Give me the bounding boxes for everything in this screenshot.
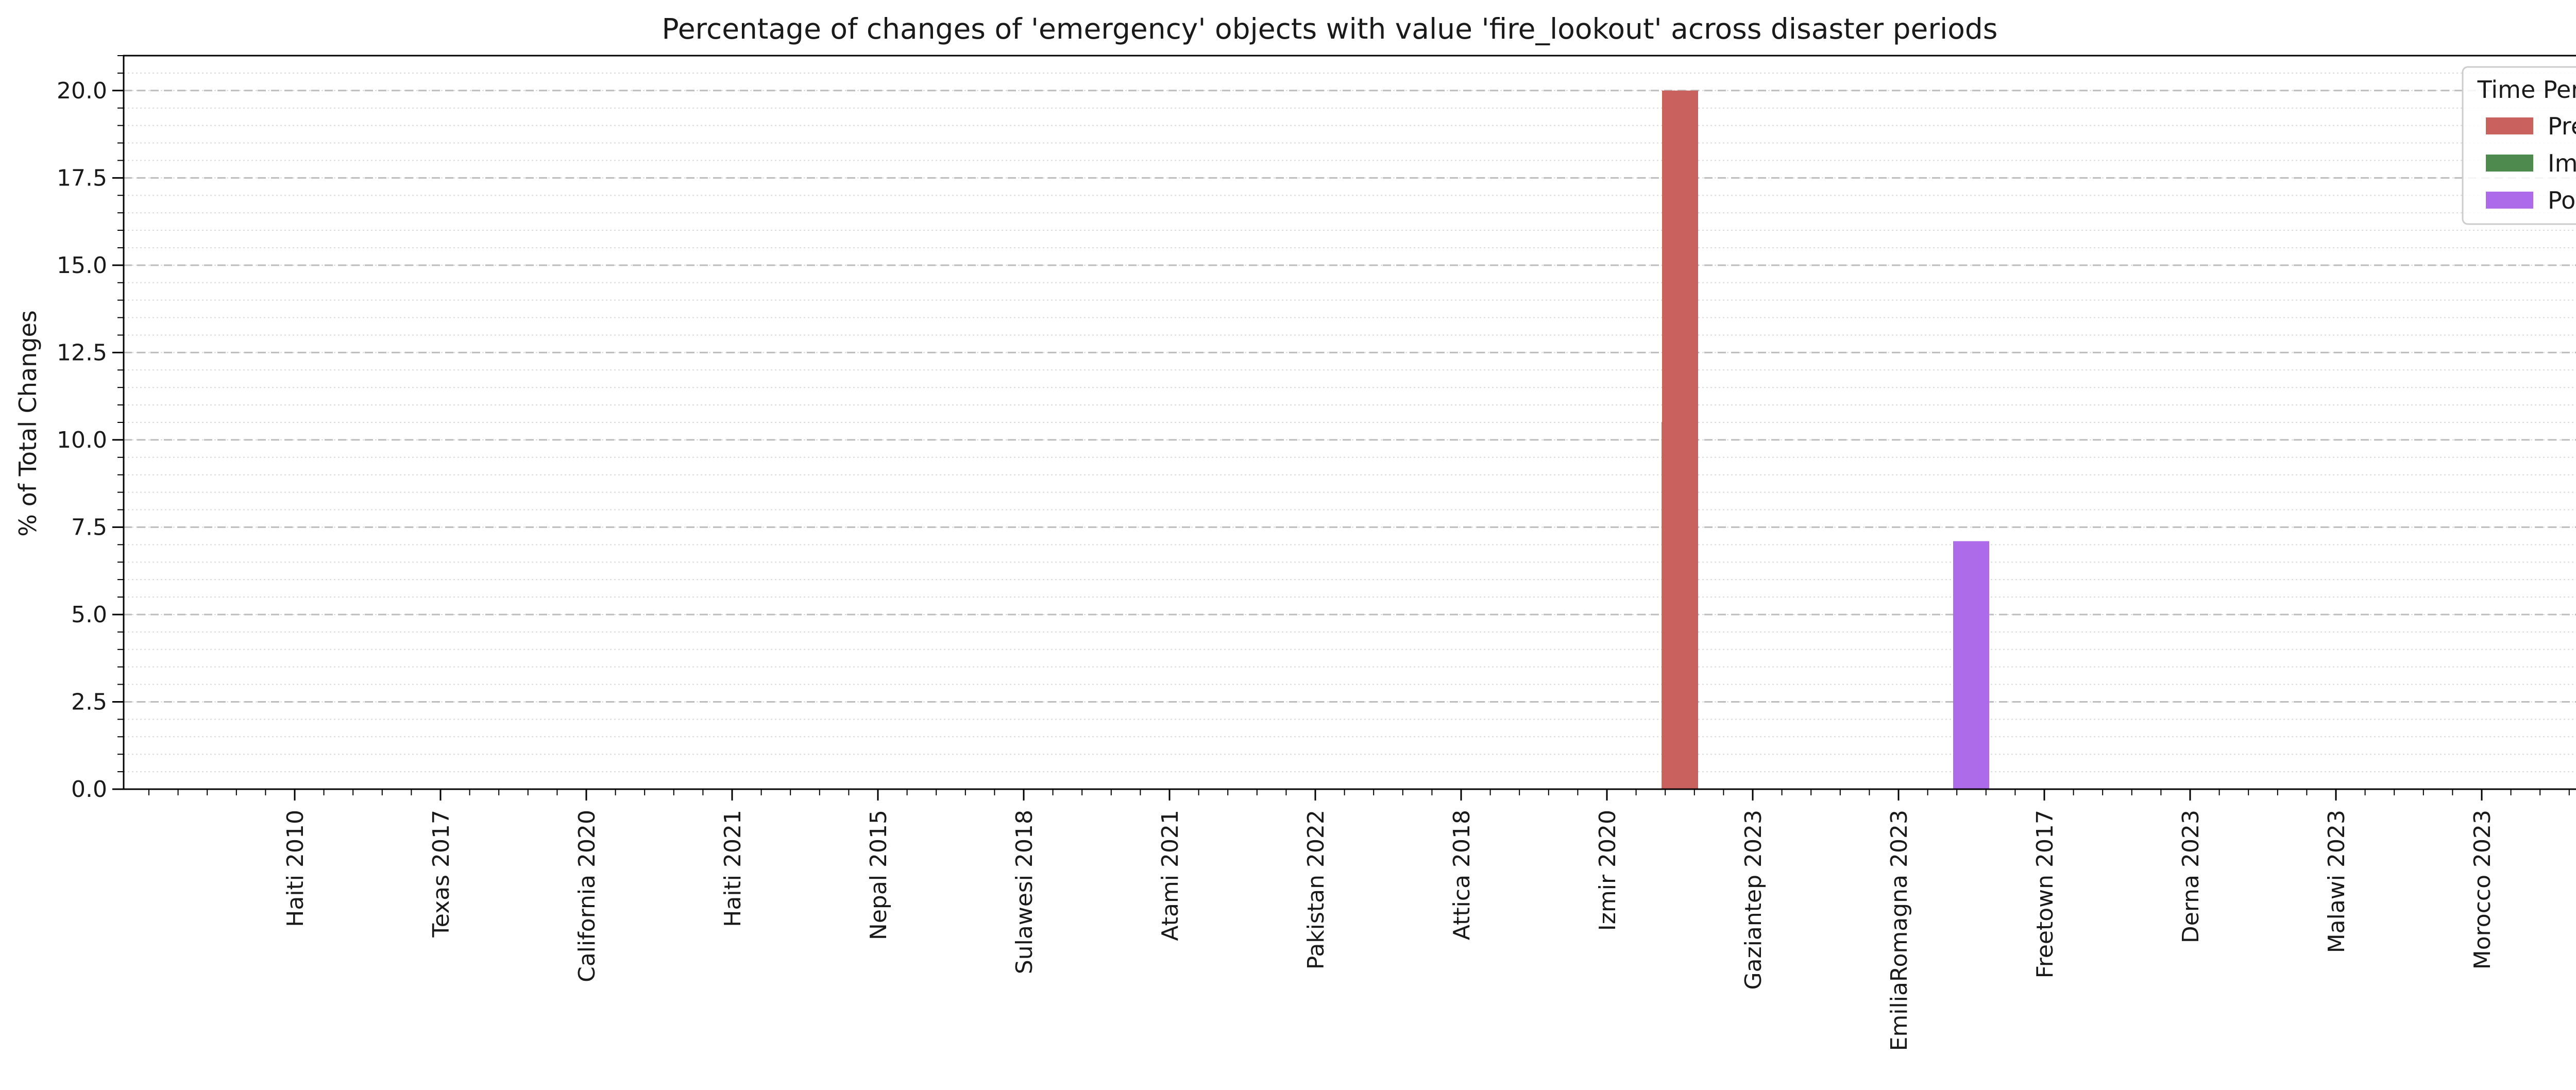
- x-tick-label: Haiti 2021: [720, 810, 746, 927]
- x-axis: Haiti 2010 Texas 2017 California 2020 Haiti…: [148, 789, 2570, 1051]
- chart-title: Percentage of changes of 'emergency' obj…: [662, 12, 1998, 45]
- y-tick-label: 7.5: [71, 514, 107, 540]
- y-tick-label: 5.0: [71, 602, 107, 628]
- legend-box: [2462, 66, 2576, 225]
- legend-swatch-post: [2486, 192, 2533, 209]
- x-tick-label: Texas 2017: [428, 810, 454, 938]
- bar-pre: [1662, 90, 1698, 789]
- y-tick-label: 15.0: [57, 252, 107, 279]
- grid-lines: [124, 55, 2576, 790]
- legend-swatch-imm: [2486, 155, 2533, 172]
- x-tick-label: Sulawesi 2018: [1011, 810, 1038, 974]
- x-tick-label: California 2020: [574, 810, 600, 982]
- y-tick-label: 0.0: [71, 776, 107, 803]
- x-tick-label: Haiti 2010: [282, 810, 309, 927]
- y-tick-label: 12.5: [57, 339, 107, 366]
- x-tick-label: Nepal 2015: [866, 810, 892, 940]
- x-tick-label: Derna 2023: [2178, 810, 2204, 943]
- x-tick-label: Malawi 2023: [2324, 810, 2350, 953]
- x-tick-label: Attica 2018: [1449, 810, 1475, 940]
- legend: Time Period Pre Imm Post: [2462, 66, 2576, 225]
- y-tick-label: 2.5: [71, 689, 107, 715]
- y-tick-label: 10.0: [57, 427, 107, 453]
- x-tick-label: Morocco 2023: [2469, 810, 2496, 969]
- bar-post: [1953, 541, 1989, 789]
- x-tick-label: Izmir 2020: [1595, 810, 1621, 931]
- y-axis: 0.0 2.5 5.0 7.5 10.0 12.5 15.0 17.5 20.0: [57, 55, 124, 803]
- x-tick-label: Atami 2021: [1157, 810, 1183, 941]
- y-axis-label: % of Total Changes: [14, 310, 42, 536]
- legend-swatch-pre: [2486, 117, 2533, 134]
- bars: [1662, 90, 1989, 789]
- x-tick-label: Gaziantep 2023: [1740, 810, 1767, 990]
- y-tick-label: 17.5: [57, 165, 107, 191]
- x-tick-label: Pakistan 2022: [1303, 810, 1329, 969]
- legend-label-imm: Imm: [2548, 149, 2576, 177]
- legend-title: Time Period: [2477, 76, 2576, 104]
- legend-label-post: Post: [2548, 186, 2576, 214]
- x-tick-label: EmiliaRomagna 2023: [1886, 810, 1912, 1051]
- legend-label-pre: Pre: [2548, 112, 2576, 140]
- x-tick-label: Freetown 2017: [2032, 810, 2058, 978]
- y-tick-label: 20.0: [57, 78, 107, 104]
